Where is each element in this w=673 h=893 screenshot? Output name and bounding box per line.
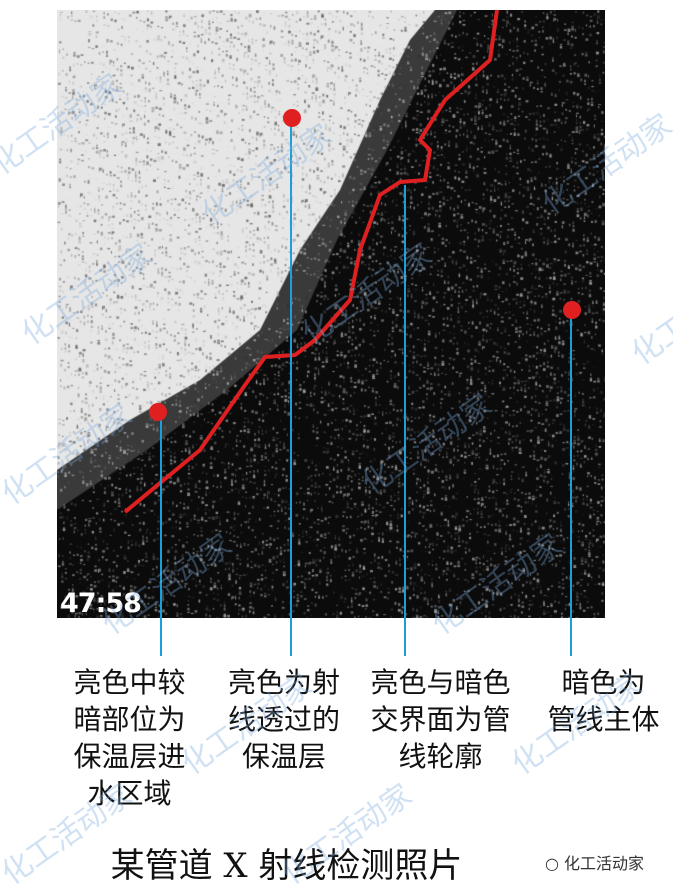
logo: ○ 化工活动家 — [545, 854, 645, 873]
annotation-insulation: 亮色为射 线透过的 保温层 — [227, 666, 340, 773]
timestamp: 47:58 — [60, 588, 142, 619]
marker-pipe — [563, 301, 581, 319]
annotation-water-area: 亮色中较 暗部位为 保温层进 水区域 — [73, 666, 186, 810]
marker-water — [149, 403, 167, 421]
boundary-line — [123, 9, 499, 514]
annotation-pipe-body: 暗色为 管线主体 — [547, 666, 660, 736]
xray-photo — [57, 10, 605, 618]
marker-insulation — [283, 109, 301, 127]
caption: 某管道 X 射线检测照片 — [110, 846, 463, 886]
annotation-pipe-outline: 亮色与暗色 交界面为管 线轮廓 — [370, 666, 511, 773]
logo-text: 化工活动家 — [564, 854, 645, 873]
